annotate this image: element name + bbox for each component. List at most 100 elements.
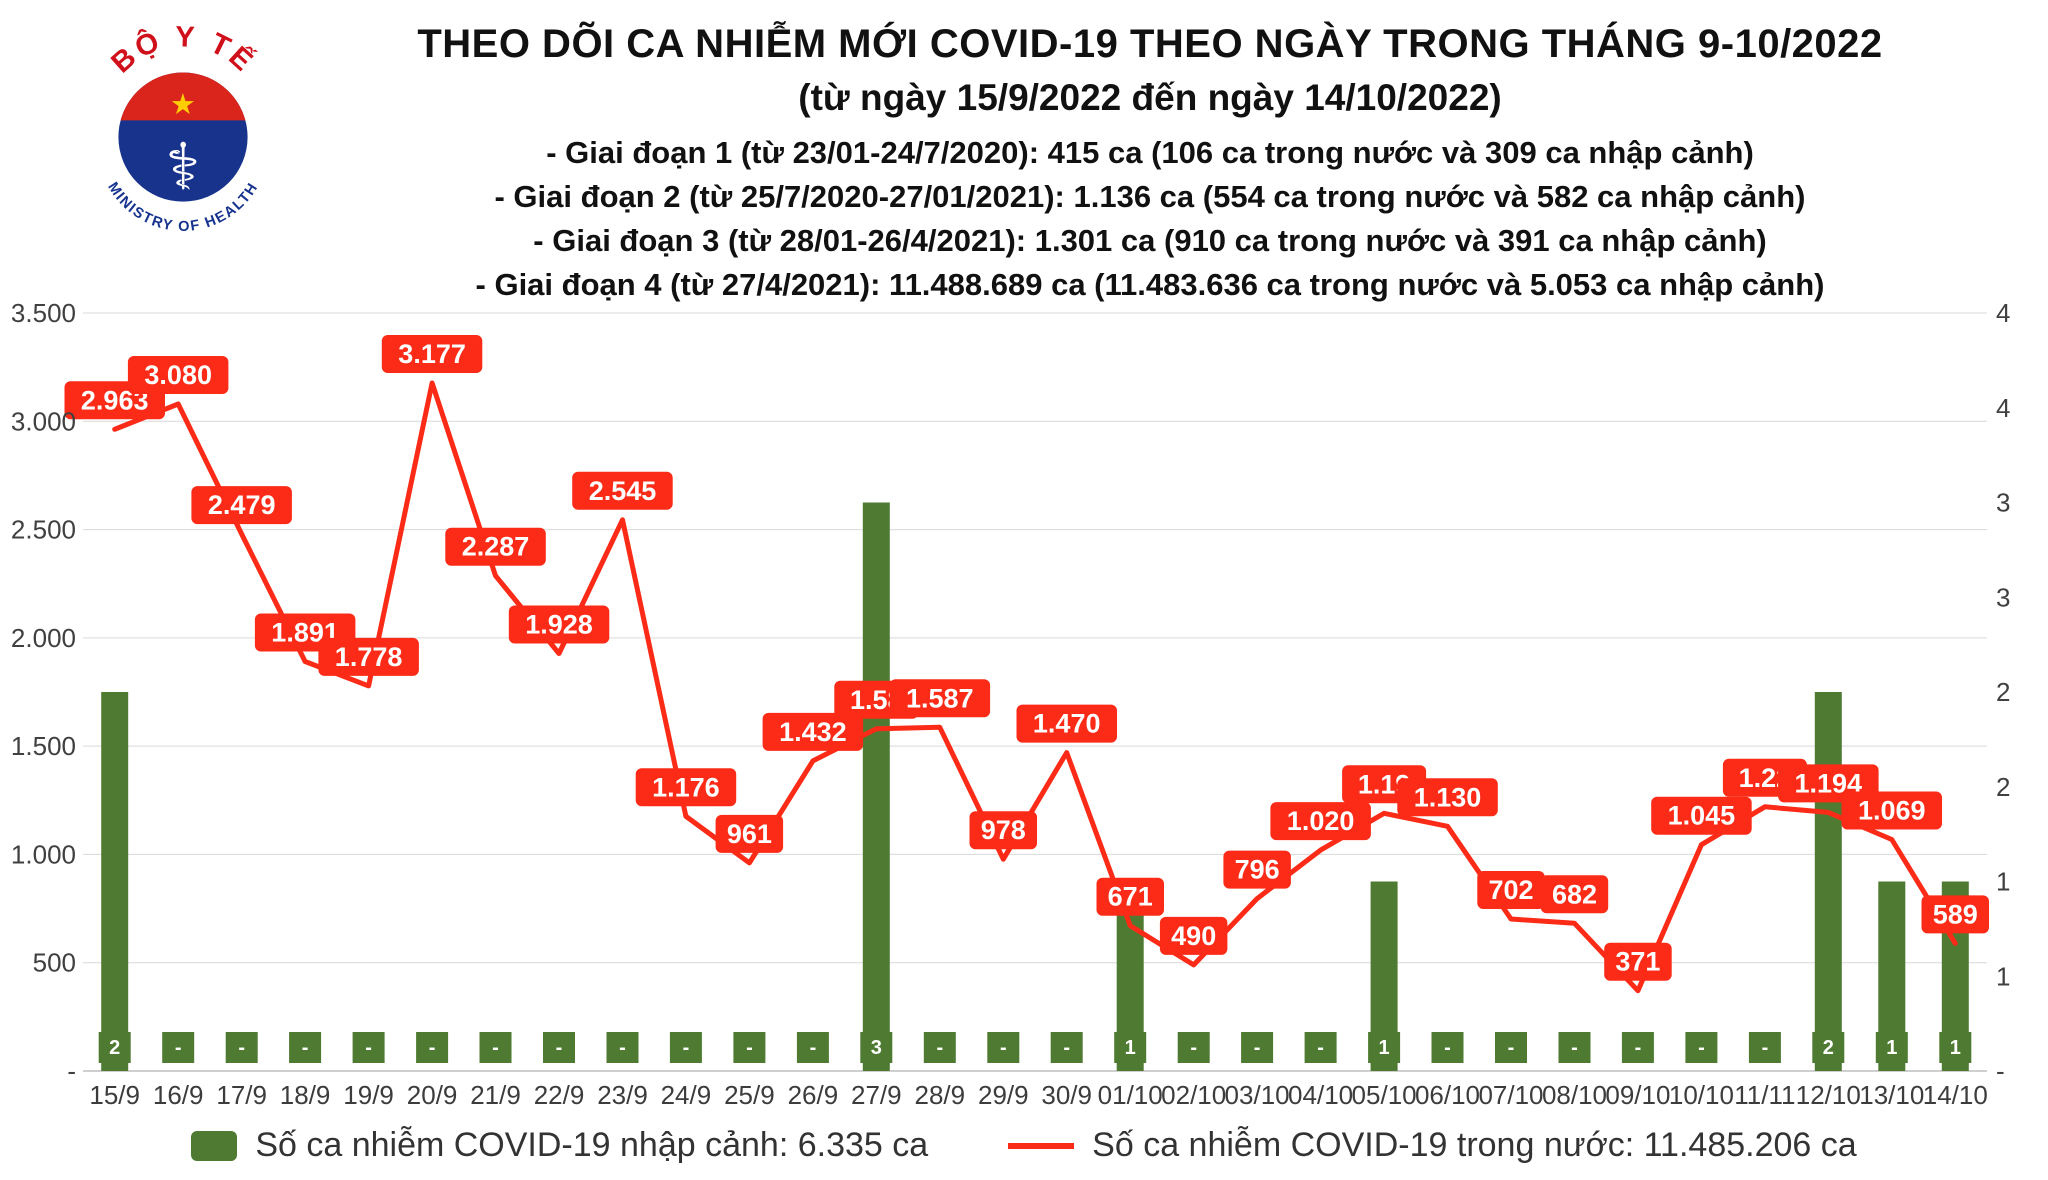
- phase-summary-block: - Giai đoạn 1 (từ 23/01-24/7/2020): 415 …: [300, 131, 2000, 307]
- svg-text:-: -: [936, 1037, 943, 1059]
- legend-domestic-label: Số ca nhiễm COVID-19 trong nước: 11.485.…: [1092, 1126, 1857, 1164]
- svg-text:22/9: 22/9: [534, 1080, 585, 1110]
- svg-text:796: 796: [1235, 855, 1280, 885]
- svg-text:19/9: 19/9: [343, 1080, 394, 1110]
- svg-text:05/10: 05/10: [1352, 1080, 1417, 1110]
- svg-text:1: 1: [1996, 867, 2010, 897]
- svg-text:978: 978: [981, 815, 1026, 845]
- svg-text:490: 490: [1171, 921, 1216, 951]
- line-series: [112, 380, 1958, 994]
- svg-text:1.069: 1.069: [1858, 796, 1926, 826]
- svg-text:671: 671: [1108, 882, 1153, 912]
- svg-text:-: -: [1762, 1037, 1769, 1059]
- svg-text:-: -: [746, 1037, 753, 1059]
- svg-text:30/9: 30/9: [1041, 1080, 1092, 1110]
- svg-text:06/10: 06/10: [1415, 1080, 1480, 1110]
- svg-text:26/9: 26/9: [788, 1080, 839, 1110]
- svg-text:02/10: 02/10: [1161, 1080, 1226, 1110]
- svg-text:961: 961: [727, 819, 772, 849]
- svg-text:24/9: 24/9: [661, 1080, 712, 1110]
- svg-text:-: -: [1508, 1037, 1515, 1059]
- svg-text:-: -: [365, 1037, 372, 1059]
- svg-text:1.778: 1.778: [335, 642, 403, 672]
- svg-text:3.000: 3.000: [11, 406, 76, 436]
- svg-text:3: 3: [1996, 488, 2010, 518]
- svg-text:1.020: 1.020: [1287, 806, 1355, 836]
- svg-text:1.000: 1.000: [11, 839, 76, 869]
- svg-text:12/10: 12/10: [1796, 1080, 1861, 1110]
- svg-text:3.080: 3.080: [144, 360, 212, 390]
- svg-text:1.176: 1.176: [652, 772, 720, 802]
- legend: Số ca nhiễm COVID-19 nhập cảnh: 6.335 ca…: [0, 1126, 2048, 1165]
- svg-text:1.500: 1.500: [11, 731, 76, 761]
- phase-line-2: - Giai đoạn 2 (từ 25/7/2020-27/01/2021):…: [494, 179, 1806, 214]
- svg-text:2: 2: [1996, 772, 2010, 802]
- svg-text:16/9: 16/9: [153, 1080, 204, 1110]
- svg-text:371: 371: [1615, 947, 1660, 977]
- svg-text:-: -: [1571, 1037, 1578, 1059]
- svg-text:29/9: 29/9: [978, 1080, 1029, 1110]
- svg-text:1: 1: [1950, 1037, 1961, 1059]
- svg-text:20/9: 20/9: [407, 1080, 458, 1110]
- svg-text:3: 3: [871, 1037, 882, 1059]
- svg-text:15/9: 15/9: [89, 1080, 140, 1110]
- svg-text:-: -: [810, 1037, 817, 1059]
- svg-text:-: -: [67, 1056, 76, 1086]
- svg-text:04/10: 04/10: [1288, 1080, 1353, 1110]
- svg-text:2: 2: [109, 1037, 120, 1059]
- svg-text:18/9: 18/9: [280, 1080, 331, 1110]
- svg-text:-: -: [1190, 1037, 1197, 1059]
- svg-text:2: 2: [1823, 1037, 1834, 1059]
- svg-text:1: 1: [1379, 1037, 1390, 1059]
- svg-text:-: -: [1996, 1056, 2005, 1086]
- svg-text:10/10: 10/10: [1669, 1080, 1734, 1110]
- gridlines: [83, 312, 1987, 1072]
- svg-text:1.130: 1.130: [1414, 782, 1482, 812]
- bar-data-labels: 2 - - - - - - - - - - - 3 - - - 1 - - - 1 - - - - - - 2 1 1: [98, 1032, 1972, 1063]
- svg-text:23/9: 23/9: [597, 1080, 648, 1110]
- logo-top-text: BỘ Y TẾ: [105, 21, 261, 79]
- svg-text:2: 2: [1996, 677, 2010, 707]
- line-data-labels: 2.9633.0802.4791.8911.7783.1772.2871.928…: [64, 335, 1989, 981]
- svg-text:-: -: [429, 1037, 436, 1059]
- flag-red-segment: [120, 72, 246, 121]
- svg-text:2.000: 2.000: [11, 623, 76, 653]
- svg-text:1.432: 1.432: [779, 717, 847, 747]
- moh-emblem: BỘ Y TẾ ★ ⚕ MINISTRY OF HEALTH: [104, 21, 261, 235]
- page-title: THEO DÕI CA NHIỄM MỚI COVID-19 THEO NGÀY…: [417, 22, 1883, 66]
- svg-text:500: 500: [33, 948, 76, 978]
- legend-imported-label: Số ca nhiễm COVID-19 nhập cảnh: 6.335 ca: [255, 1126, 929, 1164]
- svg-text:09/10: 09/10: [1605, 1080, 1670, 1110]
- svg-text:14/10: 14/10: [1923, 1080, 1988, 1110]
- bar-swatch-icon: [191, 1130, 238, 1161]
- svg-text:-: -: [1635, 1037, 1642, 1059]
- svg-text:3: 3: [1996, 582, 2010, 612]
- svg-text:27/9: 27/9: [851, 1080, 902, 1110]
- svg-text:1.470: 1.470: [1033, 709, 1101, 739]
- svg-text:03/10: 03/10: [1225, 1080, 1290, 1110]
- svg-text:-: -: [1698, 1037, 1705, 1059]
- svg-text:-: -: [238, 1037, 245, 1059]
- svg-text:1.587: 1.587: [906, 683, 974, 713]
- svg-text:25/9: 25/9: [724, 1080, 775, 1110]
- svg-text:1: 1: [1996, 961, 2010, 991]
- svg-text:-: -: [556, 1037, 563, 1059]
- svg-text:3.177: 3.177: [398, 339, 466, 369]
- svg-text:2.545: 2.545: [589, 476, 657, 506]
- svg-text:1.045: 1.045: [1668, 801, 1736, 831]
- bar-series: [101, 502, 1969, 1071]
- legend-item-domestic: Số ca nhiễm COVID-19 trong nước: 11.485.…: [1008, 1126, 1857, 1165]
- svg-text:-: -: [1063, 1037, 1070, 1059]
- svg-text:1.928: 1.928: [525, 610, 593, 640]
- svg-text:3.500: 3.500: [11, 298, 76, 328]
- phase-line-1: - Giai đoạn 1 (từ 23/01-24/7/2020): 415 …: [546, 135, 1754, 170]
- svg-text:1: 1: [1125, 1037, 1136, 1059]
- phase-line-4: - Giai đoạn 4 (từ 27/4/2021): 11.488.689…: [475, 267, 1825, 302]
- svg-text:13/10: 13/10: [1859, 1080, 1924, 1110]
- svg-text:-: -: [1317, 1037, 1324, 1059]
- svg-text:589: 589: [1933, 899, 1978, 929]
- svg-text:08/10: 08/10: [1542, 1080, 1607, 1110]
- moh-logo: BỘ Y TẾ ★ ⚕ MINISTRY OF HEALTH: [78, 10, 288, 260]
